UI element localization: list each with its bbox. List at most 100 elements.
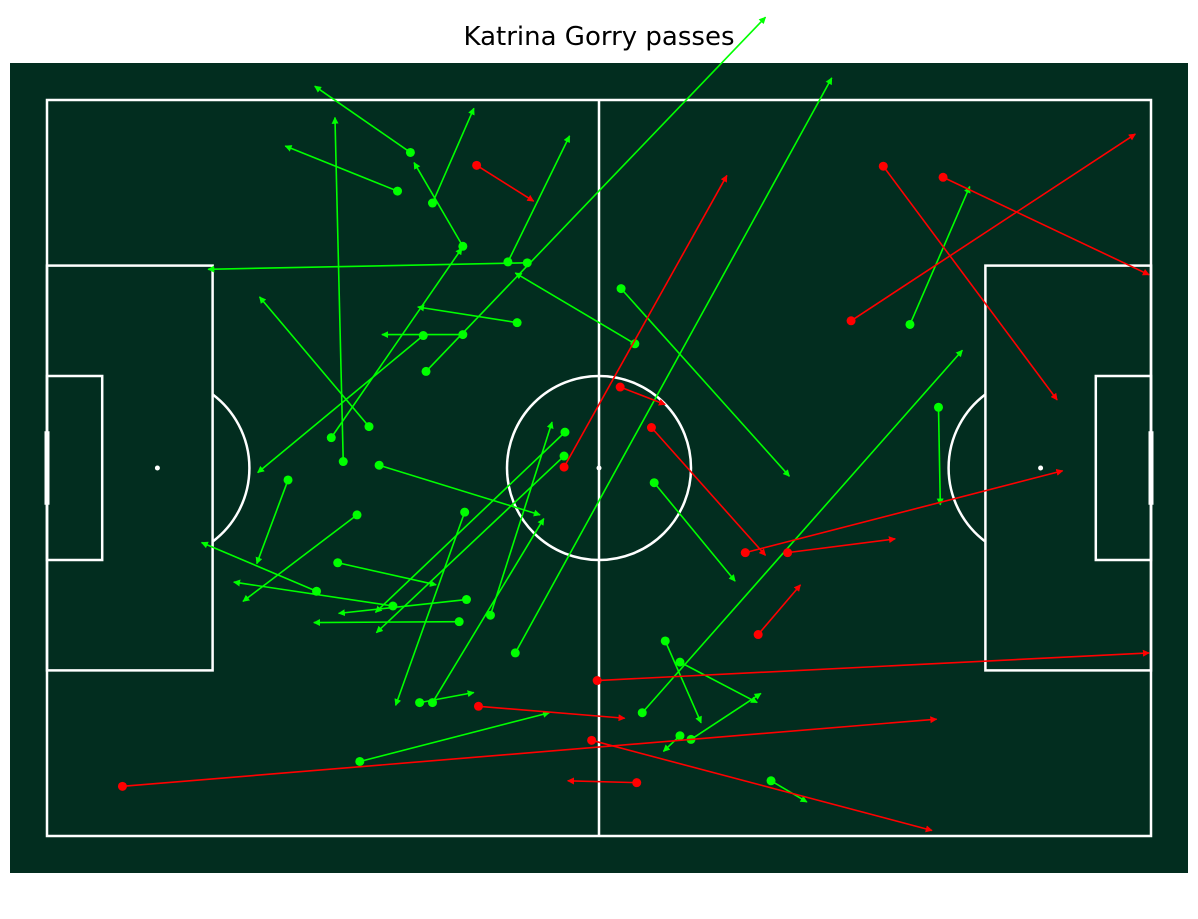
pass-incomplete (559, 174, 728, 472)
pass-origin-point (783, 548, 793, 558)
pass-complete (207, 258, 532, 273)
pass-origin-point (630, 339, 640, 349)
pass-series-complete (200, 16, 971, 803)
centre-spot (596, 465, 602, 471)
pass-arrow (690, 692, 762, 741)
pass-complete (616, 284, 791, 477)
pass-complete (662, 731, 685, 752)
pass-complete (417, 304, 522, 328)
pass-incomplete (783, 536, 896, 558)
pass-arrow (882, 165, 1058, 401)
pass-incomplete (567, 777, 642, 788)
pass-incomplete (753, 584, 802, 640)
pass-arrow (122, 716, 938, 788)
pass-arrow (514, 77, 833, 654)
pass-complete (355, 710, 550, 766)
pass-complete (326, 247, 463, 443)
pass-arrow (850, 133, 1136, 322)
pass-complete (637, 349, 963, 718)
pass-origin-point (649, 478, 659, 488)
pass-arrow (200, 541, 317, 593)
pass-arrow (359, 710, 550, 763)
pass-complete (258, 296, 374, 432)
pass-incomplete (587, 735, 933, 833)
pass-complete (255, 475, 293, 565)
pass-arrow (591, 739, 933, 833)
pass-arrow (375, 455, 565, 634)
pass-origin-point (637, 708, 647, 718)
pass-origin-point (117, 781, 127, 791)
pass-complete (313, 617, 464, 627)
passes-layer (117, 16, 1150, 833)
pass-origin-point (458, 241, 468, 251)
pass-origin-point (460, 507, 470, 517)
pass-origin-point (418, 331, 428, 341)
pass-origin-point (338, 457, 348, 467)
pass-origin-point (560, 427, 570, 437)
penalty-arc-right (947, 393, 987, 543)
pass-incomplete (473, 701, 626, 722)
pass-incomplete (592, 649, 1150, 686)
pass-origin-point (675, 657, 685, 667)
pass-arrow (417, 304, 518, 324)
pass-incomplete (878, 161, 1058, 401)
pitch-markings (44, 98, 1154, 838)
pass-arrow (653, 482, 736, 582)
pass-origin-point (559, 451, 569, 461)
pass-arrow (650, 426, 767, 556)
pass-complete (374, 427, 570, 614)
pass-origin-point (393, 186, 403, 196)
pass-origin-point (592, 676, 602, 686)
pass-arrow (679, 661, 758, 704)
pass-arrow (255, 479, 289, 565)
pass-arrow (313, 619, 460, 627)
pass-arrow (514, 272, 636, 345)
pass-origin-point (326, 433, 336, 443)
pass-origin-point (766, 776, 776, 786)
pass-arrow (431, 107, 475, 204)
pass-arrow (942, 176, 1150, 276)
pass-arrow (619, 386, 666, 406)
pass-origin-point (374, 460, 384, 470)
pass-arrow (597, 649, 1150, 682)
pass-complete (503, 135, 571, 267)
pass-complete (905, 185, 971, 329)
pass-complete (675, 657, 758, 704)
pass-arrow (258, 296, 370, 428)
pass-arrow (563, 174, 728, 468)
penalty-arc-left (211, 393, 251, 543)
pass-origin-point (675, 731, 685, 741)
pass-origin-point (510, 648, 520, 658)
pass-arrow (757, 584, 802, 636)
pass-origin-point (388, 601, 398, 611)
pass-origin-point (646, 423, 656, 433)
pass-complete (381, 330, 468, 340)
pass-arrow (909, 185, 971, 325)
pass-incomplete (117, 716, 938, 791)
pass-origin-point (352, 510, 362, 520)
pass-complete (394, 507, 470, 707)
pass-arrow (337, 598, 467, 617)
pass-incomplete (846, 133, 1136, 326)
pass-complete (257, 331, 428, 474)
pass-complete (510, 77, 833, 658)
pass-arrow (314, 85, 411, 154)
centre-circle (505, 374, 693, 562)
pass-origin-point (503, 257, 513, 267)
penalty-spot-left (154, 465, 160, 471)
pass-origin-point (740, 548, 750, 558)
pass-arrow (413, 161, 464, 247)
pass-origin-point (364, 422, 374, 432)
pass-origin-point (427, 698, 437, 708)
pass-origin-point (660, 636, 670, 646)
pass-origin-point (472, 160, 482, 170)
pass-origin-point (473, 701, 483, 711)
pass-origin-point (462, 595, 472, 605)
pass-complete (427, 107, 475, 208)
pass-complete (333, 558, 437, 587)
pass-complete (766, 776, 808, 803)
pass-complete (374, 460, 541, 517)
pass-origin-point (512, 318, 522, 328)
pass-origin-point (421, 366, 431, 376)
pass-origin-point (846, 316, 856, 326)
